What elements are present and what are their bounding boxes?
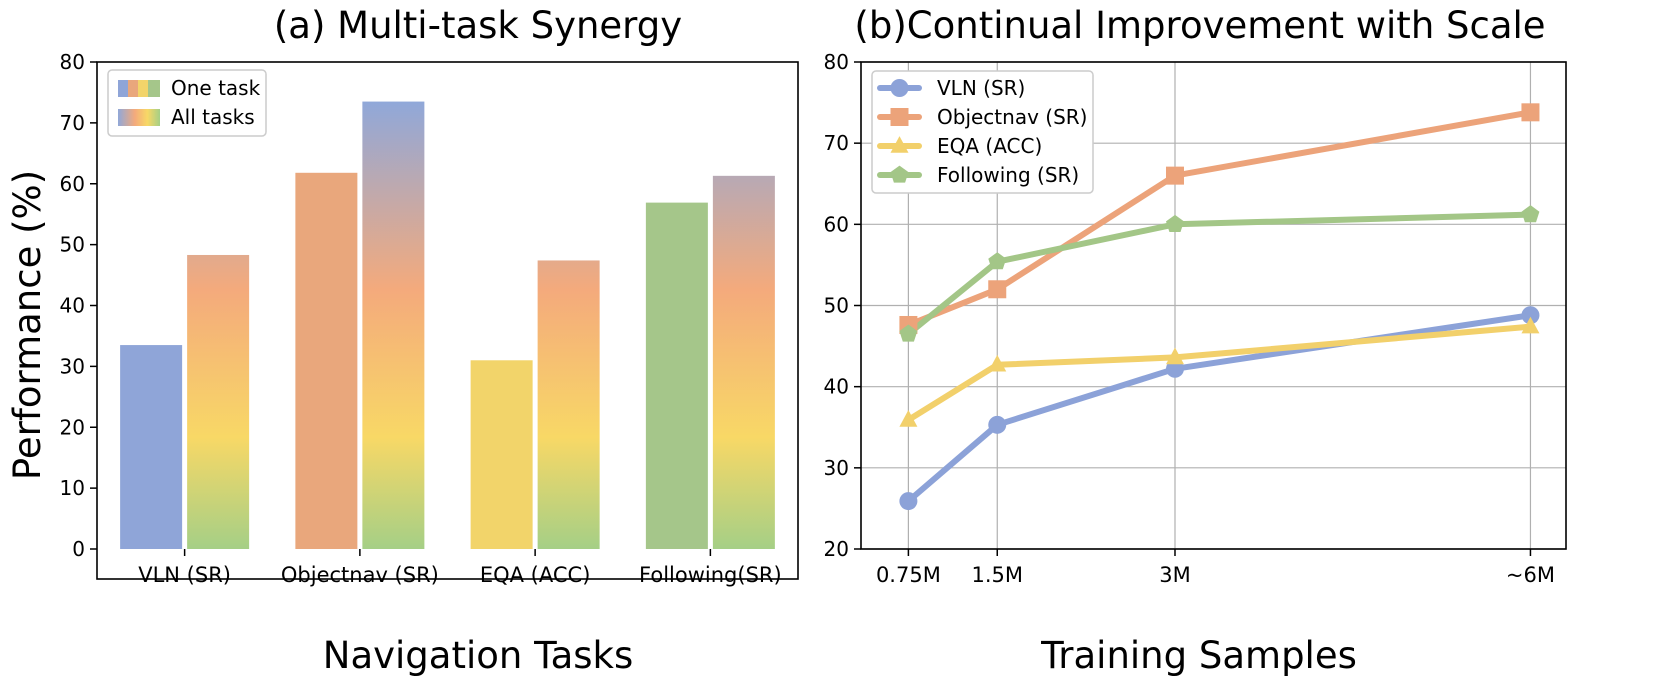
y-tick-label: 50 <box>60 233 85 257</box>
x-tick-label: EQA (ACC) <box>480 563 591 587</box>
y-tick-label: 50 <box>824 294 849 318</box>
point-following-sr <box>1521 205 1540 223</box>
y-tick-label: 20 <box>60 415 85 439</box>
y-tick-label: 60 <box>824 212 849 236</box>
y-tick-label: 40 <box>824 375 849 399</box>
y-tick-label: 30 <box>824 456 849 480</box>
panel-b-axes: 20 30 40 50 60 70 80 0.75M 1.5M 3M ~6M <box>824 50 1555 587</box>
panel-a-title: (a) Multi-task Synergy <box>274 4 682 47</box>
y-tick-label: 30 <box>60 354 85 378</box>
point-vln-sr <box>988 415 1007 434</box>
panel-b: (b)Continual Improvement with Scale Trai… <box>824 4 1567 677</box>
y-tick-label: 10 <box>60 476 85 500</box>
panel-a-xlabel: Navigation Tasks <box>323 634 633 677</box>
panel-a-legend: One task All tasks <box>107 69 267 137</box>
x-tick-label: 0.75M <box>876 563 941 587</box>
legend-label-vln-sr: VLN (SR) <box>937 76 1025 100</box>
bar-one-task-vln-sr <box>120 345 183 549</box>
point-eqa-acc <box>899 410 918 427</box>
point-eqa-acc <box>1165 347 1184 365</box>
series-line-vln-sr <box>905 312 1534 505</box>
y-tick-label: 80 <box>824 50 849 74</box>
bar-all-tasks-following-sr <box>712 175 775 549</box>
legend-label-objectnav-sr: Objectnav (SR) <box>937 105 1087 129</box>
bar-all-tasks-vln-sr <box>187 254 250 549</box>
panel-a-bars <box>120 101 775 550</box>
panel-b-title: (b)Continual Improvement with Scale <box>854 4 1545 47</box>
panel-a-xaxis: VLN (SR) Objectnav (SR) EQA (ACC) Following… <box>138 549 782 587</box>
panel-a-ylabel: Performance (%) <box>6 170 49 480</box>
x-tick-label: Following(SR) <box>639 563 782 587</box>
y-tick-label: 70 <box>824 131 849 155</box>
legend-label-one-task: One task <box>171 76 261 100</box>
legend-swatch-one-task <box>118 80 160 97</box>
series-line-objectnav-sr <box>905 109 1534 328</box>
panel-b-frame <box>860 61 1567 550</box>
panel-a: (a) Multi-task Synergy Performance (%) N… <box>6 4 799 677</box>
point-objectnav-sr <box>1521 103 1540 122</box>
point-objectnav-sr <box>1165 166 1184 185</box>
x-tick-label: Objectnav (SR) <box>281 563 439 587</box>
legend-marker-eqa-acc <box>890 136 909 153</box>
y-tick-label: 70 <box>60 111 85 135</box>
panel-a-frame <box>96 61 799 580</box>
legend-frame <box>871 70 1094 194</box>
y-tick-label: 60 <box>60 172 85 196</box>
y-tick-label: 20 <box>824 537 849 561</box>
point-vln-sr <box>899 492 918 511</box>
point-vln-sr <box>1521 306 1540 325</box>
legend-label-eqa-acc: EQA (ACC) <box>937 134 1042 158</box>
bar-one-task-objectnav-sr <box>295 172 358 550</box>
panel-a-yaxis: 0 10 20 30 40 50 60 70 80 <box>60 50 97 561</box>
point-following-sr <box>988 252 1007 270</box>
y-tick-label: 40 <box>60 294 85 318</box>
point-following-sr <box>899 324 918 342</box>
panel-b-series <box>899 103 1540 511</box>
legend-marker-objectnav-sr <box>890 108 909 126</box>
y-tick-label: 80 <box>60 50 85 74</box>
point-eqa-acc <box>1521 316 1540 334</box>
legend-marker-following-sr <box>890 165 909 183</box>
series-line-following-sr <box>905 211 1534 337</box>
series-line-eqa-acc <box>905 323 1534 423</box>
y-tick-label: 0 <box>72 537 85 561</box>
legend-label-following-sr: Following (SR) <box>937 163 1079 187</box>
x-tick-label: 3M <box>1159 563 1190 587</box>
panel-b-legend: VLN (SR) Objectnav (SR) EQA (ACC) Following… <box>871 70 1094 194</box>
x-tick-label: ~6M <box>1506 563 1555 587</box>
legend-label-all-tasks: All tasks <box>171 105 255 129</box>
legend-marker-vln-sr <box>890 79 909 97</box>
point-vln-sr <box>1165 359 1184 378</box>
point-objectnav-sr <box>988 280 1007 299</box>
legend-swatch-all-tasks <box>118 109 160 126</box>
x-tick-label: VLN (SR) <box>138 563 231 587</box>
bar-one-task-eqa-acc <box>470 360 533 549</box>
panel-b-xlabel: Training Samples <box>1040 634 1357 677</box>
point-eqa-acc <box>988 354 1007 372</box>
bar-all-tasks-eqa-acc <box>537 260 600 549</box>
x-tick-label: 1.5M <box>972 563 1024 587</box>
bar-all-tasks-objectnav-sr <box>362 101 425 549</box>
point-following-sr <box>1166 214 1184 232</box>
bar-one-task-following-sr <box>645 202 708 549</box>
